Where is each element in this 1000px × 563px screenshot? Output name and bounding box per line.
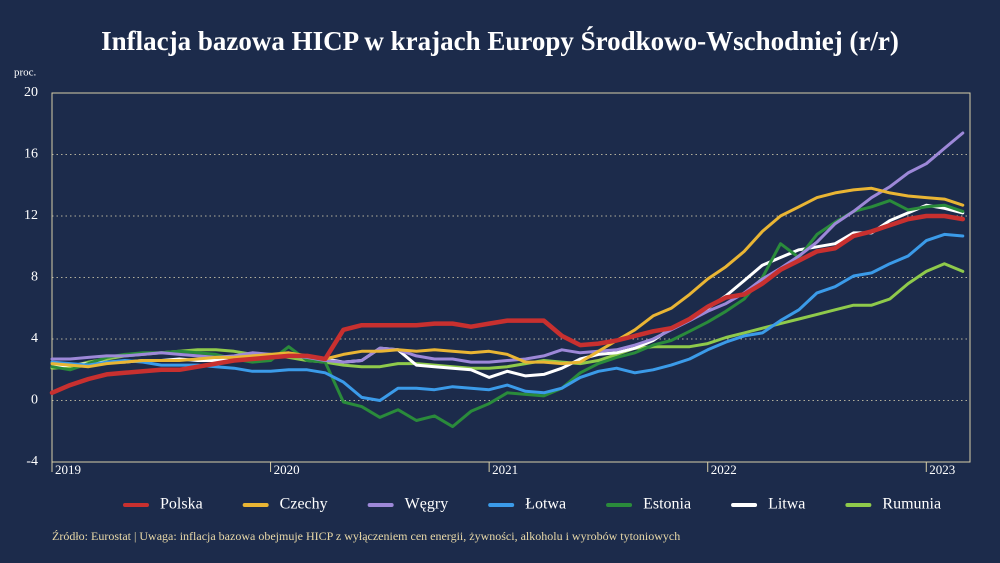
- series-line: [50, 262, 965, 370]
- series-line: [50, 199, 965, 429]
- legend-label: Polska: [160, 496, 203, 513]
- series-line: [50, 131, 965, 364]
- y-tick-label: 0: [31, 393, 38, 408]
- x-tick-label: 2019: [55, 462, 81, 477]
- legend-label: Estonia: [643, 496, 691, 513]
- legend-label: Litwa: [768, 496, 805, 513]
- x-tick-label: 2022: [711, 462, 737, 477]
- y-tick-label: -4: [26, 454, 38, 469]
- chart-title: Inflacja bazowa HICP w krajach Europy Śr…: [101, 26, 899, 56]
- y-tick-label: 8: [31, 270, 38, 285]
- legend-label: Czechy: [280, 496, 328, 513]
- y-tick-label: 16: [24, 147, 38, 162]
- legend-label: Łotwa: [525, 496, 566, 513]
- series-line: [50, 186, 965, 369]
- y-tick-label: 12: [24, 208, 38, 223]
- y-axis-label: proc.: [14, 67, 37, 79]
- x-tick-label: 2023: [929, 462, 955, 477]
- plot-frame: [51, 92, 971, 463]
- y-tick-label: 20: [24, 85, 38, 100]
- legend-label: Rumunia: [882, 496, 941, 513]
- y-tick-label: 4: [31, 331, 38, 346]
- source-note: Źródło: Eurostat | Uwaga: inflacja bazow…: [52, 529, 680, 543]
- x-tick-label: 2020: [274, 462, 300, 477]
- series-line: [49, 213, 966, 396]
- x-tick-label: 2021: [492, 462, 518, 477]
- legend-label: Węgry: [405, 496, 449, 513]
